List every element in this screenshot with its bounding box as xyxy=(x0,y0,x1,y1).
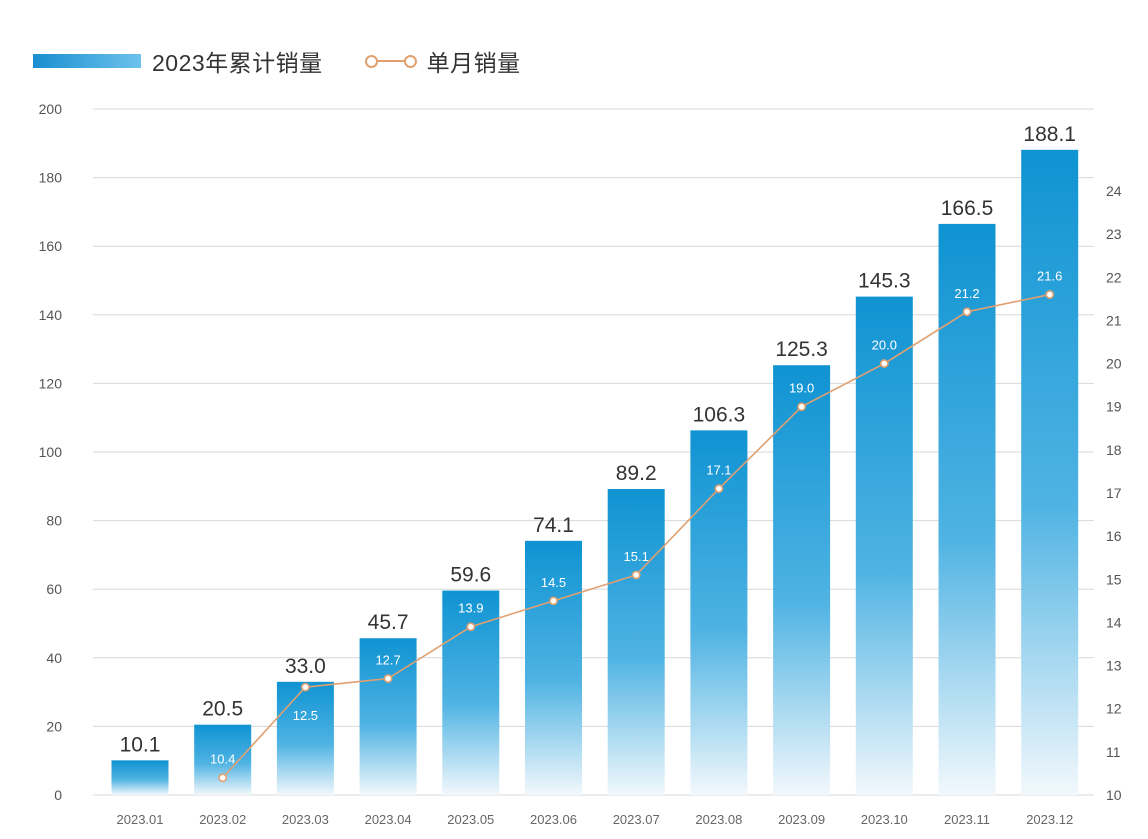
left-tick-label: 100 xyxy=(39,444,63,460)
right-tick-label: 11 xyxy=(1106,744,1121,760)
left-tick-label: 160 xyxy=(39,238,63,254)
x-tick-label: 2023.08 xyxy=(695,812,742,827)
line-point[interactable] xyxy=(1045,290,1055,299)
bar-value-label: 145.3 xyxy=(858,270,911,293)
chart-legend: 2023年累计销量 单月销量 xyxy=(33,44,563,78)
line-value-label: 13.9 xyxy=(458,601,483,616)
left-tick-label: 0 xyxy=(54,787,62,803)
left-tick-label: 40 xyxy=(46,650,62,666)
right-tick-label: 20 xyxy=(1106,356,1122,372)
line-point[interactable] xyxy=(962,307,972,317)
line-value-label: 21.2 xyxy=(954,286,979,301)
line-point[interactable] xyxy=(549,596,558,606)
x-tick-label: 2023.02 xyxy=(199,812,246,827)
bar-value-label: 10.1 xyxy=(120,733,161,756)
right-tick-label: 23 xyxy=(1106,226,1122,242)
x-axis: 2023.01 2023.02 2023.03 2023.04 2023.05 2023.… xyxy=(117,812,1074,827)
right-tick-label: 10 xyxy=(1106,787,1122,803)
line-value-label: 12.5 xyxy=(293,708,318,723)
left-tick-label: 80 xyxy=(46,513,62,529)
right-tick-label: 15 xyxy=(1106,571,1122,587)
bars: 10.1 20.5 33.0 45.7 59.6 74.1 89.2 106.3 125.3 14… xyxy=(111,123,1079,795)
bar-value-label: 45.7 xyxy=(368,611,409,634)
line-point[interactable] xyxy=(879,359,889,368)
bar-value-label: 188.1 xyxy=(1023,123,1076,146)
line-point[interactable] xyxy=(631,570,641,580)
x-tick-label: 2023.04 xyxy=(365,812,412,827)
bar-value-label: 89.2 xyxy=(616,462,657,485)
x-tick-label: 2023.11 xyxy=(944,812,990,827)
right-tick-label: 14 xyxy=(1106,614,1122,630)
right-tick-label: 22 xyxy=(1106,269,1122,285)
line-value-label: 21.6 xyxy=(1037,269,1062,284)
legend-item-cumulative[interactable]: 2023年累计销量 xyxy=(33,44,323,78)
bar-value-label: 74.1 xyxy=(533,514,574,537)
right-tick-label: 21 xyxy=(1106,312,1122,328)
x-tick-label: 2023.09 xyxy=(778,812,825,827)
x-tick-label: 2023.06 xyxy=(530,812,577,827)
bar[interactable] xyxy=(607,489,665,795)
bar-value-label: 125.3 xyxy=(775,338,828,361)
bar[interactable] xyxy=(194,724,252,795)
bar-value-label: 166.5 xyxy=(941,197,994,220)
left-tick-label: 20 xyxy=(46,718,62,734)
bar[interactable] xyxy=(855,296,913,795)
right-tick-label: 24 xyxy=(1106,183,1122,199)
right-tick-label: 19 xyxy=(1106,399,1122,415)
legend-label-monthly: 单月销量 xyxy=(426,50,521,76)
line-point[interactable] xyxy=(714,484,724,494)
line-value-label: 12.7 xyxy=(375,653,400,668)
right-tick-label: 17 xyxy=(1106,485,1122,501)
left-tick-label: 140 xyxy=(39,307,63,323)
left-tick-label: 180 xyxy=(39,170,63,186)
line-point[interactable] xyxy=(300,682,310,692)
bar[interactable] xyxy=(938,223,996,795)
line-value-label: 19.0 xyxy=(789,381,814,396)
x-tick-label: 2023.01 xyxy=(117,812,164,827)
x-tick-label: 2023.10 xyxy=(861,812,908,827)
line-point[interactable] xyxy=(797,402,806,412)
bar[interactable] xyxy=(276,681,334,795)
bar[interactable] xyxy=(111,760,169,795)
left-tick-label: 120 xyxy=(39,375,63,391)
right-tick-label: 13 xyxy=(1106,658,1122,674)
bar-value-label: 106.3 xyxy=(693,403,746,426)
bar[interactable] xyxy=(525,540,582,795)
left-tick-label: 200 xyxy=(39,101,63,117)
line-point[interactable] xyxy=(383,674,393,683)
line-value-label: 20.0 xyxy=(872,338,897,353)
left-y-axis: 0 20 40 60 80 100 120 140 160 180 200 xyxy=(39,101,63,803)
right-y-axis: 10 11 12 13 14 15 16 17 18 19 20 21 22 23 24 xyxy=(1106,183,1122,803)
bar[interactable] xyxy=(359,638,417,795)
line-value-label: 10.4 xyxy=(210,752,235,767)
legend-swatch-bar xyxy=(33,54,141,68)
x-tick-label: 2023.05 xyxy=(447,812,494,827)
line-value-label: 17.1 xyxy=(706,463,731,478)
legend-swatch-line xyxy=(364,54,417,68)
x-tick-label: 2023.03 xyxy=(282,812,329,827)
line-point[interactable] xyxy=(218,773,228,783)
bar-value-label: 59.6 xyxy=(450,564,491,587)
left-tick-label: 60 xyxy=(46,581,62,597)
right-tick-label: 12 xyxy=(1106,701,1122,717)
x-tick-label: 2023.07 xyxy=(613,812,660,827)
bar[interactable] xyxy=(1021,149,1079,795)
line-value-label: 14.5 xyxy=(541,575,566,590)
bar-value-label: 20.5 xyxy=(202,698,243,721)
bar-value-label: 33.0 xyxy=(285,655,326,678)
line-value-label: 15.1 xyxy=(624,549,649,564)
bar[interactable] xyxy=(773,365,831,795)
legend-item-monthly[interactable]: 单月销量 xyxy=(364,44,521,78)
line-point[interactable] xyxy=(466,622,476,632)
right-tick-label: 18 xyxy=(1106,442,1122,458)
monthly-line: 10.4 12.5 12.7 13.9 14.5 15.1 17.1 19.0 20.0 21.2… xyxy=(210,269,1062,783)
grid-lines xyxy=(93,108,1094,796)
legend-label-cumulative: 2023年累计销量 xyxy=(152,50,323,76)
right-tick-label: 16 xyxy=(1106,528,1122,544)
x-tick-label: 2023.12 xyxy=(1026,812,1073,827)
